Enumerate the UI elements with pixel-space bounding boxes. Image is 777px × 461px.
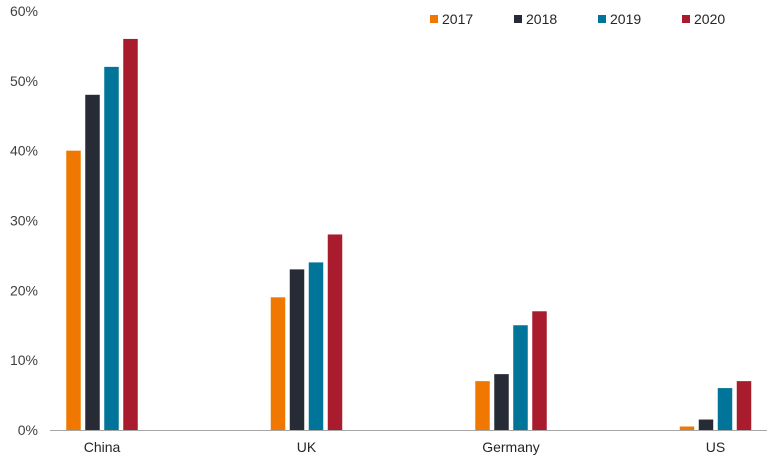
bar-group-uk — [270, 234, 343, 430]
y-tick-label: 50% — [10, 73, 38, 89]
legend-item-2018: 2018 — [514, 11, 557, 27]
legend-item-2019: 2019 — [598, 11, 641, 27]
y-tick-label: 0% — [18, 422, 38, 438]
bar-us-2017 — [679, 426, 695, 430]
bar-china-2017 — [66, 150, 81, 430]
y-tick-label: 10% — [10, 352, 38, 368]
bar-group-germany — [475, 311, 547, 430]
bar-group-us — [679, 381, 752, 430]
bar-uk-2019 — [308, 262, 324, 430]
x-tick-label: US — [706, 439, 725, 455]
legend-swatch — [682, 15, 690, 23]
legend-label: 2018 — [526, 11, 557, 27]
bar-china-2019 — [104, 66, 119, 430]
legend-swatch — [430, 15, 438, 23]
bar-uk-2017 — [270, 297, 286, 430]
y-tick-label: 20% — [10, 282, 38, 298]
bar-uk-2020 — [327, 234, 343, 430]
bar-uk-2018 — [289, 269, 305, 430]
bar-us-2020 — [736, 381, 752, 430]
bars — [66, 38, 752, 431]
x-tick-label: China — [84, 439, 121, 455]
bar-china-2018 — [85, 94, 100, 431]
legend-swatch — [598, 15, 606, 23]
legend-label: 2020 — [694, 11, 725, 27]
y-axis: 0% 10% 20% 30% 40% 50% 60% — [10, 3, 38, 438]
x-tick-label: Germany — [482, 439, 540, 455]
y-tick-label: 40% — [10, 143, 38, 159]
legend-item-2017: 2017 — [430, 11, 473, 27]
x-axis: China UK Germany US — [84, 439, 726, 455]
bar-us-2019 — [717, 388, 733, 430]
bar-us-2018 — [698, 419, 714, 430]
bar-germany-2017 — [475, 381, 490, 430]
legend-label: 2019 — [610, 11, 641, 27]
bar-china-2020 — [123, 38, 138, 430]
bar-germany-2018 — [494, 374, 509, 430]
legend-swatch — [514, 15, 522, 23]
legend-item-2020: 2020 — [682, 11, 725, 27]
bar-germany-2020 — [532, 311, 547, 430]
x-tick-label: UK — [297, 439, 317, 455]
y-tick-label: 60% — [10, 3, 38, 19]
y-tick-label: 30% — [10, 213, 38, 229]
legend: 2017 2018 2019 2020 — [430, 11, 725, 27]
bar-group-china — [66, 38, 138, 431]
legend-label: 2017 — [442, 11, 473, 27]
bar-germany-2019 — [513, 325, 528, 430]
